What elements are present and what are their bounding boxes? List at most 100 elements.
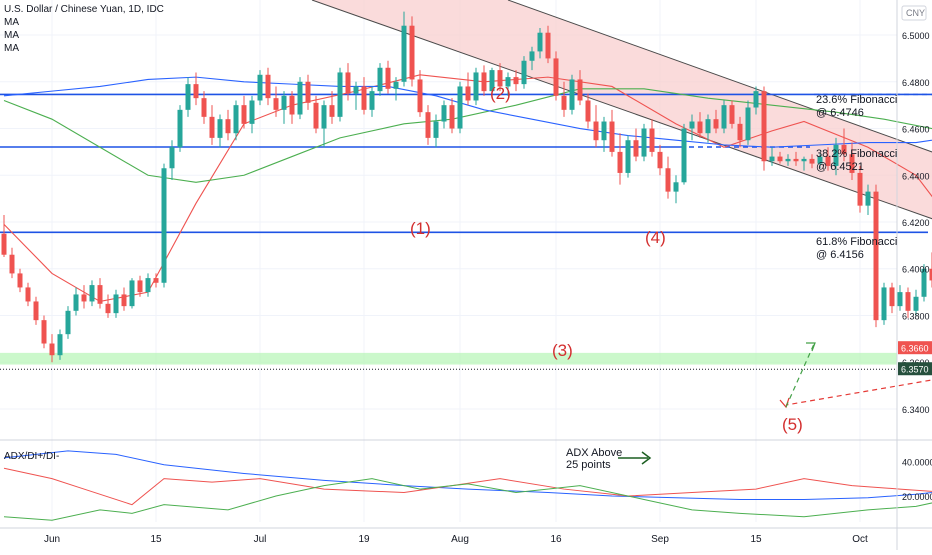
candle-body	[98, 285, 103, 304]
candle-body	[698, 122, 703, 134]
adx-annotation-line2: 25 points	[566, 459, 611, 471]
candle-body	[754, 91, 759, 107]
candle-body	[362, 86, 367, 109]
candle-body	[714, 119, 719, 128]
candle-body	[730, 105, 735, 124]
candle-body	[346, 72, 351, 93]
chart-title: U.S. Dollar / Chinese Yuan, 1D, IDC	[4, 3, 164, 16]
candle-body	[610, 122, 615, 152]
candle-body	[354, 86, 359, 93]
candle-body	[658, 152, 663, 168]
candle-body	[186, 84, 191, 110]
candle-body	[866, 192, 871, 206]
candle-body	[538, 33, 543, 52]
candle-body	[138, 280, 143, 292]
candle-body	[2, 234, 7, 255]
candle-body	[274, 98, 279, 110]
candle-body	[602, 122, 607, 141]
candle-body	[434, 122, 439, 138]
candle-body	[282, 96, 287, 110]
candle-body	[418, 79, 423, 112]
candle-body	[514, 77, 519, 84]
candle-body	[570, 79, 575, 109]
candle-body	[794, 159, 799, 161]
candle-body	[338, 72, 343, 116]
candle-body	[858, 173, 863, 206]
candle-body	[314, 103, 319, 129]
chart-legend: U.S. Dollar / Chinese Yuan, 1D, IDC MA M…	[4, 3, 164, 55]
candle-body	[306, 82, 311, 103]
candle-body	[674, 182, 679, 191]
candle-body	[378, 68, 383, 91]
candle-body	[890, 287, 895, 306]
candle-body	[410, 26, 415, 80]
fib-618-label: 61.8% Fibonacci	[816, 236, 897, 248]
candle-body	[50, 344, 55, 356]
candle-body	[322, 105, 327, 128]
candle-body	[546, 33, 551, 59]
candle-body	[194, 84, 199, 98]
candle-body	[666, 168, 671, 191]
candle-body	[130, 280, 135, 306]
fib-236-value: @ 6.4746	[816, 107, 864, 119]
candle-body	[122, 294, 127, 306]
ma-label-3: MA	[4, 42, 164, 55]
candle-body	[66, 311, 71, 334]
wave-label-4: (4)	[645, 228, 666, 247]
candle-body	[266, 75, 271, 98]
time-tick-label: Jul	[254, 534, 267, 545]
candle-body	[234, 105, 239, 133]
adx-annotation-line1: ADX Above	[566, 447, 622, 459]
candle-body	[482, 72, 487, 91]
price-tick-label: 6.3800	[902, 311, 930, 321]
time-tick-label: Jun	[44, 534, 60, 545]
candle-body	[154, 278, 159, 283]
price-tick-label: 6.4000	[902, 265, 930, 275]
price-tick-label: 6.5000	[902, 31, 930, 41]
candle-body	[522, 61, 527, 84]
time-tick-label: Aug	[451, 534, 469, 545]
candle-body	[58, 334, 63, 355]
candle-body	[618, 152, 623, 173]
candle-body	[634, 140, 639, 156]
fib-382-label: 38.2% Fibonacci	[816, 148, 897, 160]
candle-body	[906, 292, 911, 311]
price-tick-label: 6.4800	[902, 78, 930, 88]
price-tick-label: 6.4600	[902, 125, 930, 135]
candle-body	[762, 91, 767, 161]
ma-label-2: MA	[4, 29, 164, 42]
candle-body	[74, 294, 79, 310]
candle-body	[18, 273, 23, 287]
adx-title: ADX/DI+/DI-	[4, 451, 59, 462]
candle-body	[738, 124, 743, 140]
candle-body	[258, 75, 263, 101]
candle-body	[250, 100, 255, 123]
candle-body	[642, 129, 647, 157]
fib-618-value: @ 6.4156	[816, 249, 864, 261]
candle-body	[26, 287, 31, 301]
candle-body	[874, 192, 879, 321]
wave-label-3: (3)	[552, 341, 573, 360]
candle-body	[290, 96, 295, 115]
adx-tick-label: 40.0000	[902, 457, 932, 467]
wave-label-2: (2)	[490, 84, 511, 103]
candle-body	[210, 117, 215, 138]
candle-body	[442, 105, 447, 121]
current-price-label: 6.3660	[901, 344, 929, 354]
candle-body	[226, 119, 231, 133]
time-tick-label: Oct	[852, 534, 868, 545]
candle-body	[770, 157, 775, 162]
adx-tick-label: 20.0000	[902, 492, 932, 502]
wave-label-1: (1)	[410, 219, 431, 238]
candle-body	[370, 91, 375, 110]
ma-label-1: MA	[4, 16, 164, 29]
candle-body	[530, 51, 535, 60]
candle-body	[162, 168, 167, 283]
price-tick-label: 6.3400	[902, 405, 930, 415]
time-tick-label: 15	[750, 534, 762, 545]
candle-body	[722, 105, 727, 128]
candle-body	[786, 159, 791, 161]
candle-body	[586, 100, 591, 121]
candle-body	[682, 129, 687, 183]
candle-body	[778, 157, 783, 162]
